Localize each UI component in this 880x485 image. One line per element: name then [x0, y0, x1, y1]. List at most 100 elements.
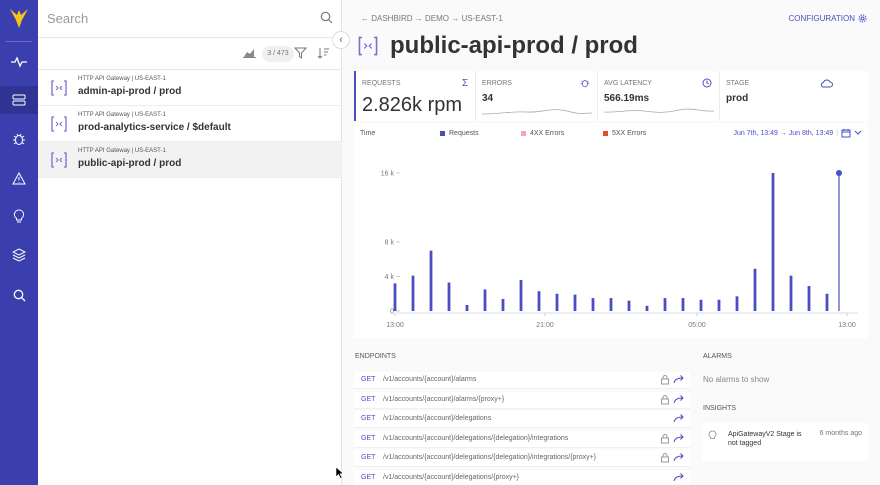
search-icon	[13, 289, 25, 301]
resource-list-panel: Search 3 / 473 HTTP API Gateway | US-EAS…	[38, 0, 342, 485]
nav-rail	[0, 0, 38, 485]
share-arrow-icon[interactable]	[673, 413, 685, 424]
endpoint-row[interactable]: GET/v1/accounts/{account}/alarms/{proxy+…	[354, 391, 690, 409]
y-tick-label: 4 k	[385, 274, 395, 281]
chart-bar	[699, 299, 703, 311]
rail-item-errors[interactable]	[0, 125, 38, 153]
no-alarms-text: No alarms to show	[703, 375, 770, 384]
list-item[interactable]: HTTP API Gateway | US-EAST-1 prod-analyt…	[38, 106, 342, 142]
sigma-icon: Σ	[462, 78, 469, 89]
metrics-row: REQUESTS Σ 2.826k rpm ERRORS 34 AVG LATE…	[354, 71, 868, 121]
list-item-name: prod-analytics-service / $default	[78, 122, 231, 133]
lightbulb-icon	[708, 430, 717, 439]
chart-bar	[717, 299, 721, 311]
insights-title: INSIGHTS	[703, 405, 737, 412]
rail-divider	[6, 41, 32, 42]
share-arrow-icon[interactable]	[673, 472, 685, 483]
sort-icon[interactable]	[317, 47, 330, 59]
configuration-button[interactable]: CONFIGURATION	[788, 14, 867, 23]
filter-icon[interactable]	[294, 47, 307, 59]
server-icon	[12, 94, 26, 106]
alarms-title: ALARMS	[703, 353, 732, 360]
time-range-picker[interactable]: Jun 7th, 13:49 → Jun 8th, 13:49 |	[734, 128, 862, 138]
share-arrow-icon[interactable]	[673, 452, 685, 463]
endpoint-method: GET	[361, 454, 376, 461]
area-chart-icon[interactable]	[243, 47, 256, 58]
calendar-icon	[841, 129, 851, 138]
chart-bar	[537, 291, 541, 311]
endpoint-method: GET	[361, 473, 376, 481]
metric-requests[interactable]: REQUESTS Σ 2.826k rpm	[354, 71, 476, 121]
collapse-panel-button[interactable]: ‹	[332, 31, 350, 49]
list-item-subtitle: HTTP API Gateway | US-EAST-1	[78, 76, 166, 82]
latency-sparkline	[604, 108, 714, 113]
search-input[interactable]: Search	[47, 11, 89, 26]
share-arrow-icon[interactable]	[673, 374, 685, 385]
chart-bar	[681, 298, 685, 311]
share-arrow-icon[interactable]	[673, 394, 685, 405]
x-tick-label: 13:00	[386, 322, 404, 329]
endpoint-row[interactable]: GET/v1/accounts/{account}/delegations	[354, 411, 690, 428]
page-title: public-api-prod / prod	[390, 32, 638, 59]
clock-icon	[702, 78, 712, 88]
endpoint-method: GET	[361, 434, 376, 442]
rail-item-insights[interactable]	[0, 202, 38, 230]
rail-item-resources[interactable]	[0, 86, 38, 114]
back-arrow-icon[interactable]: ←	[361, 14, 372, 23]
chart-bar	[465, 304, 469, 311]
dashbird-logo-icon[interactable]	[8, 6, 30, 30]
chart-bar	[519, 279, 523, 311]
x-tick-label: 21:00	[536, 322, 554, 329]
errors-sparkline	[482, 109, 592, 115]
list-item[interactable]: HTTP API Gateway | US-EAST-1 admin-api-p…	[38, 70, 342, 106]
list-item-subtitle: HTTP API Gateway | US-EAST-1	[78, 148, 166, 154]
rail-item-search[interactable]	[0, 281, 38, 309]
endpoint-row[interactable]: GET/v1/accounts/{account}/alarms	[354, 372, 690, 389]
insight-card[interactable]: ApiGatewayV2 Stage is not tagged 6 month…	[702, 423, 868, 461]
endpoint-path: /v1/accounts/{account}/delegations/{dele…	[383, 454, 597, 461]
endpoint-path: /v1/accounts/{account}/delegations/{prox…	[383, 473, 520, 481]
search-icon[interactable]	[320, 11, 333, 24]
chart-bar	[573, 294, 577, 311]
chart-bar	[501, 298, 505, 311]
metric-errors[interactable]: ERRORS 34	[476, 71, 598, 121]
legend-item-4xx[interactable]: 4XX Errors	[521, 130, 564, 137]
chart-bar	[393, 283, 397, 311]
y-tick-label: 0	[390, 309, 394, 316]
rail-item-layers[interactable]	[0, 241, 38, 269]
legend-item-requests[interactable]: Requests	[440, 130, 479, 137]
share-arrow-icon[interactable]	[673, 433, 685, 444]
legend-swatch	[440, 131, 445, 136]
metric-latency[interactable]: AVG LATENCY 566.19ms	[598, 71, 720, 121]
chart-point-current	[836, 170, 842, 176]
requests-chart: Time Requests 4XX Errors 5XX Errors Jun …	[354, 123, 868, 338]
endpoint-method: GET	[361, 415, 376, 422]
legend-label: Requests	[449, 130, 479, 137]
rail-item-monitoring[interactable]	[0, 48, 38, 76]
metric-value: 2.826k rpm	[362, 94, 463, 116]
chart-time-label: Time	[360, 130, 376, 137]
chart-bar	[411, 275, 415, 311]
list-item-subtitle: HTTP API Gateway | US-EAST-1	[78, 112, 166, 118]
chart-bar	[735, 296, 739, 311]
metric-stage[interactable]: STAGE prod	[720, 71, 868, 121]
endpoint-method: GET	[361, 376, 376, 383]
metric-value: 566.19ms	[604, 93, 650, 104]
search-bar[interactable]: Search	[38, 0, 342, 38]
chart-bar	[825, 293, 829, 311]
legend-item-5xx[interactable]: 5XX Errors	[603, 130, 646, 137]
bug-icon	[580, 80, 590, 88]
y-tick-label: 8 k	[385, 240, 395, 247]
endpoint-row[interactable]: GET/v1/accounts/{account}/delegations/{d…	[354, 450, 690, 467]
chart-bar	[609, 298, 613, 311]
rail-item-alarms[interactable]	[0, 164, 38, 192]
endpoint-row[interactable]: GET/v1/accounts/{account}/delegations/{d…	[354, 430, 690, 448]
endpoint-row[interactable]: GET/v1/accounts/{account}/delegations/{p…	[354, 469, 690, 485]
endpoint-path: /v1/accounts/{account}/delegations	[383, 415, 492, 422]
x-tick-label: 13:00	[838, 322, 856, 329]
breadcrumb-path[interactable]: DASHBIRD → DEMO → US-EAST-1	[371, 14, 503, 23]
bug-icon	[13, 133, 25, 145]
breadcrumb[interactable]: ← DASHBIRD → DEMO → US-EAST-1	[361, 14, 503, 23]
list-item-selected[interactable]: HTTP API Gateway | US-EAST-1 public-api-…	[38, 142, 342, 178]
